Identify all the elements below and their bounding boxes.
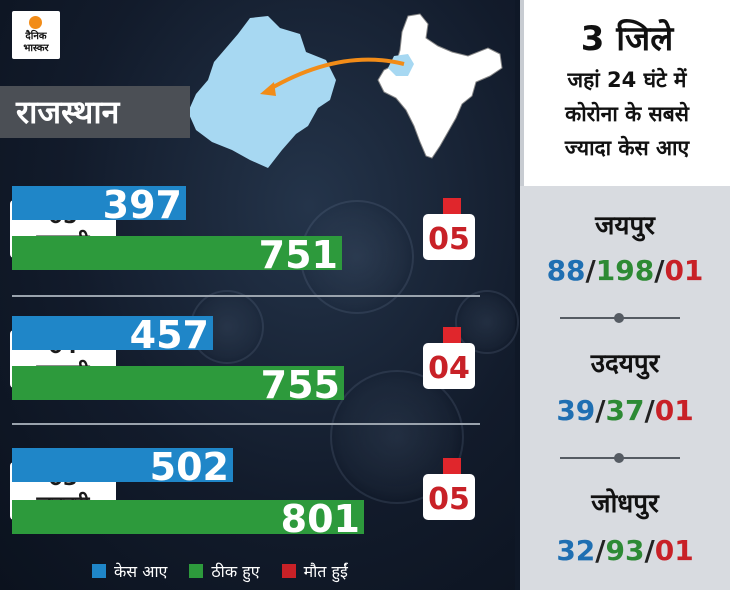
legend-swatch-recovered xyxy=(189,564,204,578)
district-recovered: 93 xyxy=(605,534,645,567)
recovered-bar: 801 xyxy=(12,500,364,538)
panel-subtitle-line: कोरोना के सबसे xyxy=(565,102,689,126)
map-graphic xyxy=(188,13,503,168)
district-cases: 39 xyxy=(556,394,596,427)
stat-separator: / xyxy=(595,394,606,427)
district-stats: 88/198/01 xyxy=(520,254,730,287)
recovered-bar: 751 xyxy=(12,236,342,274)
india-map xyxy=(377,13,503,159)
arrow-head-icon xyxy=(260,82,276,96)
row-separator xyxy=(12,423,480,425)
legend-item-cases: केस आए xyxy=(92,560,167,582)
district-deaths: 01 xyxy=(654,394,694,427)
cases-bar: 502 xyxy=(12,448,233,486)
separator-dot xyxy=(614,313,624,323)
death-flag-icon xyxy=(443,327,461,343)
district-cases: 88 xyxy=(546,254,586,287)
legend-swatch-deaths xyxy=(281,564,296,578)
dainik-bhaskar-logo: दैनिक भास्कर xyxy=(12,11,60,59)
district-deaths: 01 xyxy=(654,534,694,567)
stat-separator: / xyxy=(644,394,655,427)
sun-icon xyxy=(29,16,42,29)
legend-label: ठीक हुए xyxy=(211,562,260,581)
district-recovered: 198 xyxy=(595,254,655,287)
district-stats: 39/37/01 xyxy=(520,394,730,427)
deaths-badge: 04 xyxy=(423,343,475,389)
panel-subtitle-line: जहां 24 घंटे में xyxy=(567,68,687,92)
death-flag-icon xyxy=(443,458,461,474)
recovered-bar: 755 xyxy=(12,366,344,404)
rajasthan-map xyxy=(188,16,336,168)
district-name: जोधपुर xyxy=(591,489,659,519)
district-cases: 32 xyxy=(556,534,596,567)
chart-legend: केस आए ठीक हुए मौत हुईं xyxy=(92,560,370,582)
death-flag-icon xyxy=(443,198,461,214)
stat-separator: / xyxy=(595,534,606,567)
state-name: राजस्थान xyxy=(0,86,190,138)
district-name: जयपुर xyxy=(595,211,655,241)
stat-separator: / xyxy=(654,254,665,287)
district-recovered: 37 xyxy=(605,394,645,427)
logo-line-1: दैनिक xyxy=(25,31,47,42)
legend-item-deaths: मौत हुईं xyxy=(281,560,348,582)
legend-item-recovered: ठीक हुए xyxy=(189,560,260,582)
stat-separator: / xyxy=(585,254,596,287)
legend-swatch-cases xyxy=(92,564,106,578)
panel-subtitle-line: ज्यादा केस आए xyxy=(564,136,690,160)
arrow-graphic xyxy=(266,57,405,92)
deaths-badge: 05 xyxy=(423,474,475,520)
separator-dot xyxy=(614,453,624,463)
deaths-badge: 05 xyxy=(423,214,475,260)
cases-bar: 457 xyxy=(12,316,213,354)
row-separator xyxy=(12,295,480,297)
districts-panel-header: 3 जिले जहां 24 घंटे में कोरोना के सबसे ज… xyxy=(520,0,730,186)
district-stats: 32/93/01 xyxy=(520,534,730,567)
district-name: उदयपुर xyxy=(590,349,660,379)
district-deaths: 01 xyxy=(664,254,704,287)
legend-label: केस आए xyxy=(114,562,168,581)
legend-label: मौत हुईं xyxy=(303,562,348,581)
stat-separator: / xyxy=(644,534,655,567)
logo-line-2: भास्कर xyxy=(23,43,49,54)
panel-title: 3 जिले xyxy=(580,19,674,59)
cases-bar: 397 xyxy=(12,186,186,224)
